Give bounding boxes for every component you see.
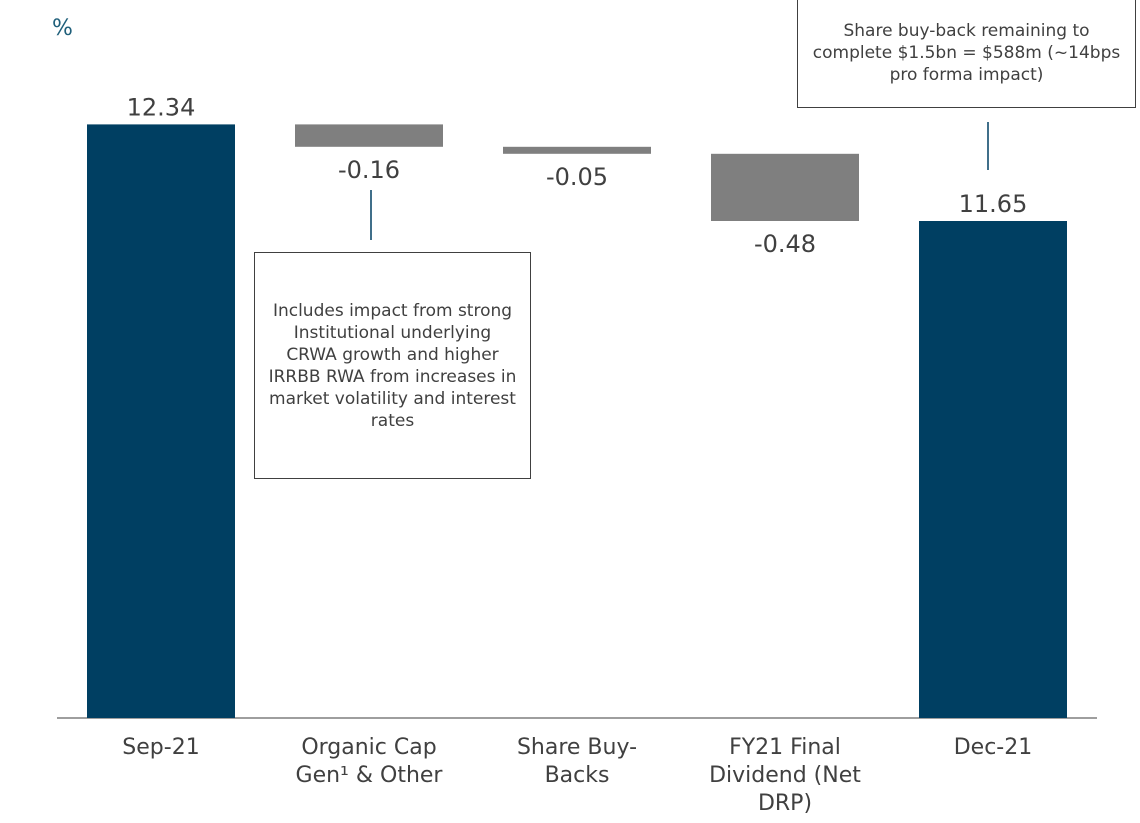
unit-label: %: [52, 16, 73, 41]
x-tick-label: Dec-21: [953, 735, 1033, 760]
x-tick-label: FY21 Final Dividend (Net DRP): [709, 735, 861, 816]
bar: [503, 146, 651, 154]
annotation: Share buy-back remaining to complete $1.…: [797, 0, 1136, 108]
value-label: -0.48: [754, 230, 816, 258]
bar: [295, 124, 443, 147]
bar: [711, 153, 859, 221]
annotation: Includes impact from strong Institutiona…: [254, 252, 531, 479]
value-label: 11.65: [959, 190, 1028, 218]
x-tick-label: Organic Cap Gen¹ & Other: [295, 735, 443, 788]
value-label: -0.16: [338, 156, 400, 184]
bar: [87, 124, 235, 718]
value-label: -0.05: [546, 163, 608, 191]
bar: [919, 221, 1067, 718]
x-tick-label: Share Buy-Backs: [516, 735, 638, 788]
x-tick-label: Sep-21: [122, 735, 200, 760]
value-label: 12.34: [127, 93, 196, 121]
